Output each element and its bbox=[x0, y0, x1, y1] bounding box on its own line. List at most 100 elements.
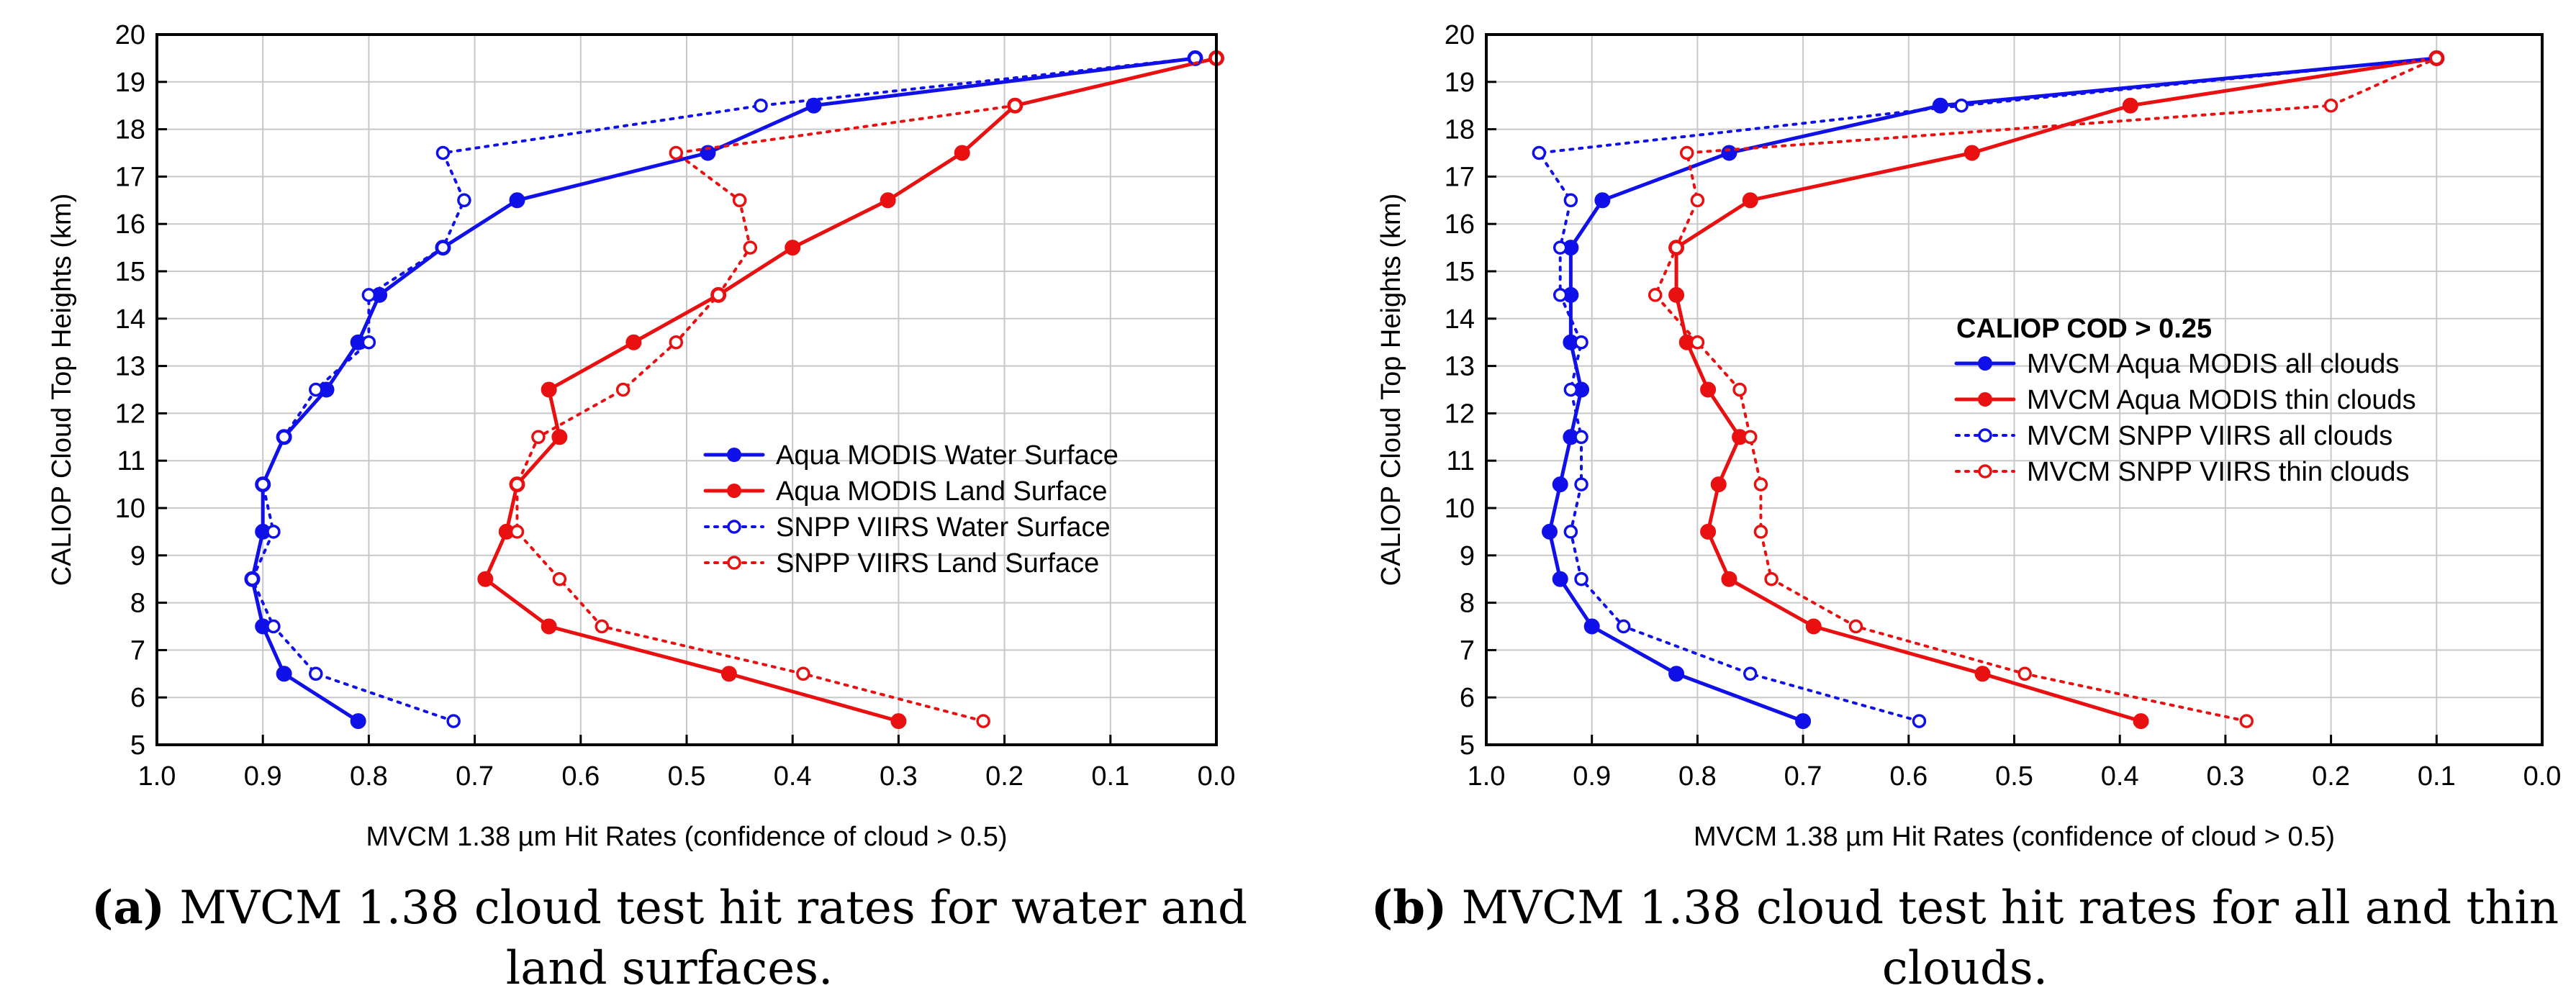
y-tick-label: 20 bbox=[115, 20, 145, 50]
legend-label: SNPP VIIRS Water Surface bbox=[776, 512, 1111, 543]
caption-b-text: MVCM 1.38 cloud test hit rates for all a… bbox=[1461, 882, 2559, 995]
data-point bbox=[1743, 666, 1758, 681]
y-tick-label: 15 bbox=[1445, 257, 1475, 287]
x-tick-label: 0.4 bbox=[2101, 761, 2139, 792]
y-tick-label: 12 bbox=[1445, 399, 1475, 429]
data-point bbox=[435, 145, 451, 160]
data-point bbox=[1574, 571, 1588, 586]
data-point bbox=[1954, 98, 1969, 113]
legend-label: MVCM SNPP VIIRS thin clouds bbox=[2027, 457, 2409, 487]
y-tick-label: 11 bbox=[117, 446, 145, 476]
data-point bbox=[1616, 619, 1631, 634]
data-point bbox=[276, 430, 292, 445]
data-point bbox=[1848, 619, 1863, 634]
data-point bbox=[890, 713, 907, 730]
x-tick-label: 0.5 bbox=[1995, 761, 2033, 792]
y-tick-label: 18 bbox=[115, 115, 145, 145]
data-point bbox=[350, 713, 366, 730]
y-tick-label: 15 bbox=[115, 257, 145, 287]
data-point bbox=[732, 193, 747, 208]
y-tick-label: 10 bbox=[1445, 494, 1475, 524]
y-tick-label: 19 bbox=[115, 68, 145, 98]
x-tick-label: 0.8 bbox=[1678, 761, 1717, 792]
y-tick-label: 13 bbox=[115, 352, 145, 382]
data-point bbox=[1552, 476, 1568, 493]
legend: Aqua MODIS Water Surface Aqua MODIS Land … bbox=[703, 440, 1118, 579]
legend-title: CALIOP COD > 0.25 bbox=[1956, 314, 2212, 344]
x-tick-label: 0.9 bbox=[1573, 761, 1611, 792]
x-tick-label: 0.1 bbox=[2418, 761, 2456, 792]
data-point bbox=[510, 477, 525, 491]
data-point bbox=[309, 666, 323, 681]
data-point bbox=[1008, 98, 1023, 113]
data-point bbox=[954, 145, 970, 161]
data-point bbox=[1594, 192, 1611, 209]
chart-b: 1.0 0.9 0.8 0.7 0.6 0.5 0.4 0.3 0.2 0.1 0.0 5 6 7 8 9 10… bbox=[1376, 20, 2561, 852]
legend-swatch-marker bbox=[727, 520, 741, 534]
legend-swatch-marker bbox=[1978, 392, 1992, 407]
y-tick-label: 8 bbox=[1460, 589, 1475, 619]
y-tick-label: 9 bbox=[130, 541, 145, 571]
x-tick-label: 0.2 bbox=[985, 761, 1023, 792]
caption-a-label: (a) bbox=[91, 881, 166, 935]
legend-swatch-marker bbox=[1978, 428, 1992, 443]
x-tick-label: 0.3 bbox=[2206, 761, 2244, 792]
y-tick-label: 11 bbox=[1447, 446, 1475, 476]
legend-label: MVCM Aqua MODIS all clouds bbox=[2027, 349, 2399, 379]
data-point bbox=[2239, 714, 2254, 728]
data-point bbox=[1700, 381, 1717, 398]
x-tick-label: 0.7 bbox=[1784, 761, 1822, 792]
data-point bbox=[1721, 571, 1737, 587]
x-tick-label: 0.1 bbox=[1091, 761, 1129, 792]
data-point bbox=[1732, 382, 1747, 397]
data-point bbox=[1690, 335, 1705, 350]
series-line-1 bbox=[250, 56, 1198, 723]
data-point bbox=[509, 192, 525, 209]
data-point bbox=[446, 714, 461, 728]
data-point bbox=[531, 430, 546, 445]
legend-label: Aqua MODIS Land Surface bbox=[776, 476, 1107, 507]
series-line-3 bbox=[250, 56, 1197, 723]
y-tick-label: 17 bbox=[1445, 162, 1475, 192]
legend-label: SNPP VIIRS Land Surface bbox=[776, 548, 1099, 579]
y-tick-label: 13 bbox=[1445, 352, 1475, 382]
data-point bbox=[1583, 618, 1600, 635]
y-tick-label: 19 bbox=[1445, 68, 1475, 98]
x-tick-label: 1.0 bbox=[1468, 761, 1506, 792]
y-tick-label: 12 bbox=[115, 399, 145, 429]
data-point bbox=[541, 381, 557, 398]
y-tick-label: 8 bbox=[130, 589, 145, 619]
data-point bbox=[266, 525, 281, 539]
x-tick-label: 0.6 bbox=[1889, 761, 1928, 792]
data-point bbox=[551, 429, 568, 445]
data-point bbox=[1912, 714, 1927, 728]
legend-swatch-marker bbox=[727, 484, 741, 498]
data-point bbox=[435, 240, 451, 255]
data-point bbox=[1553, 288, 1568, 302]
x-tick-label: 0.5 bbox=[668, 761, 706, 792]
data-point bbox=[477, 571, 494, 587]
legend-swatch-marker bbox=[1978, 356, 1992, 371]
caption-a-text: MVCM 1.38 cloud test hit rates for water… bbox=[179, 882, 1247, 995]
y-tick-label: 10 bbox=[115, 494, 145, 524]
legend-swatch-marker bbox=[727, 448, 741, 462]
data-point bbox=[1563, 382, 1578, 397]
data-point bbox=[1648, 288, 1663, 302]
data-point bbox=[720, 666, 737, 682]
y-tick-label: 7 bbox=[1460, 635, 1475, 666]
x-tick-label: 0.7 bbox=[456, 761, 494, 792]
data-point bbox=[1700, 523, 1717, 540]
data-point bbox=[669, 335, 684, 350]
legend-swatch-marker bbox=[1978, 464, 1992, 479]
y-tick-label: 5 bbox=[1460, 730, 1475, 761]
x-axis-label: MVCM 1.38 µm Hit Rates (confidence of cl… bbox=[366, 822, 1008, 852]
x-tick-label: 0.9 bbox=[244, 761, 282, 792]
x-tick-label: 0.0 bbox=[1198, 761, 1236, 792]
y-tick-label: 14 bbox=[1445, 304, 1475, 335]
data-point bbox=[1974, 666, 1991, 682]
data-point bbox=[1721, 145, 1737, 161]
y-tick-label: 7 bbox=[130, 635, 145, 666]
data-point bbox=[1795, 713, 1812, 730]
caption-a: (a) MVCM 1.38 cloud test hit rates for w… bbox=[86, 878, 1252, 999]
y-tick-label: 17 bbox=[115, 162, 145, 192]
